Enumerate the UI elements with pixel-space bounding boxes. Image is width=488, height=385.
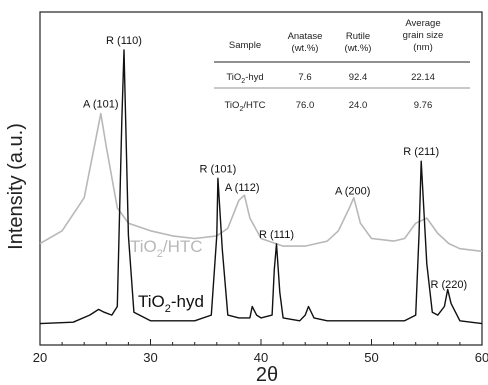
- table-header-text: Average: [405, 18, 440, 29]
- series-label: TiO2/HTC: [130, 237, 203, 260]
- peak-label: R (110): [106, 35, 142, 47]
- peak-label: R (111): [259, 229, 294, 241]
- table-header-text: (nm): [413, 42, 433, 53]
- y-axis-title: Intensity (a.u.): [5, 123, 27, 250]
- table-cell: 22.14: [411, 72, 435, 83]
- peak-label: A (112): [225, 182, 260, 194]
- table-sample-name: TiO2-hyd: [226, 72, 263, 85]
- table-header-text: grain size: [403, 30, 444, 41]
- x-tick-label-50: 50: [364, 350, 378, 365]
- table-cell: 92.4: [349, 72, 368, 83]
- x-tick-label-20: 20: [33, 350, 47, 365]
- table-header-text: (wt.%): [292, 43, 319, 54]
- peak-label: R (220): [431, 279, 468, 291]
- series-line-hyd: [39, 49, 483, 325]
- peak-label: A (200): [335, 185, 370, 197]
- x-tick-label-40: 40: [254, 350, 268, 365]
- table-cell: 24.0: [349, 100, 368, 111]
- table-header-text: Anatase: [288, 31, 323, 42]
- peak-annotations: R (110) A (101) R (101) A (112) R (111) A (20…: [83, 35, 467, 291]
- peak-label: A (101): [83, 99, 118, 111]
- series-layer: [39, 49, 483, 325]
- peak-label: R (101): [200, 163, 237, 175]
- table-cell: 76.0: [296, 100, 315, 111]
- table-header-text: Rutile: [346, 31, 370, 42]
- table-header-text: Sample: [229, 40, 261, 51]
- series-labels: TiO2/HTC TiO2-hyd: [130, 237, 204, 315]
- table-sample-name: TiO2/HTC: [224, 100, 265, 113]
- table-cell: 9.76: [414, 100, 433, 111]
- peak-label: R (211): [403, 146, 439, 158]
- series-line-htc: [39, 112, 483, 253]
- table-header-text: (wt.%): [345, 43, 372, 54]
- x-tick-label-60: 60: [475, 350, 488, 365]
- summary-table: SampleAnatase(wt.%)Rutile(wt.%)Averagegr…: [214, 18, 470, 113]
- x-axis-ticks: [39, 339, 483, 345]
- table-cell: 7.6: [298, 72, 311, 83]
- x-tick-label-30: 30: [143, 350, 157, 365]
- x-axis-tick-labels: 20 30 40 50 60: [33, 350, 488, 365]
- x-axis-title: 2θ: [256, 364, 278, 385]
- series-label: TiO2-hyd: [138, 292, 204, 315]
